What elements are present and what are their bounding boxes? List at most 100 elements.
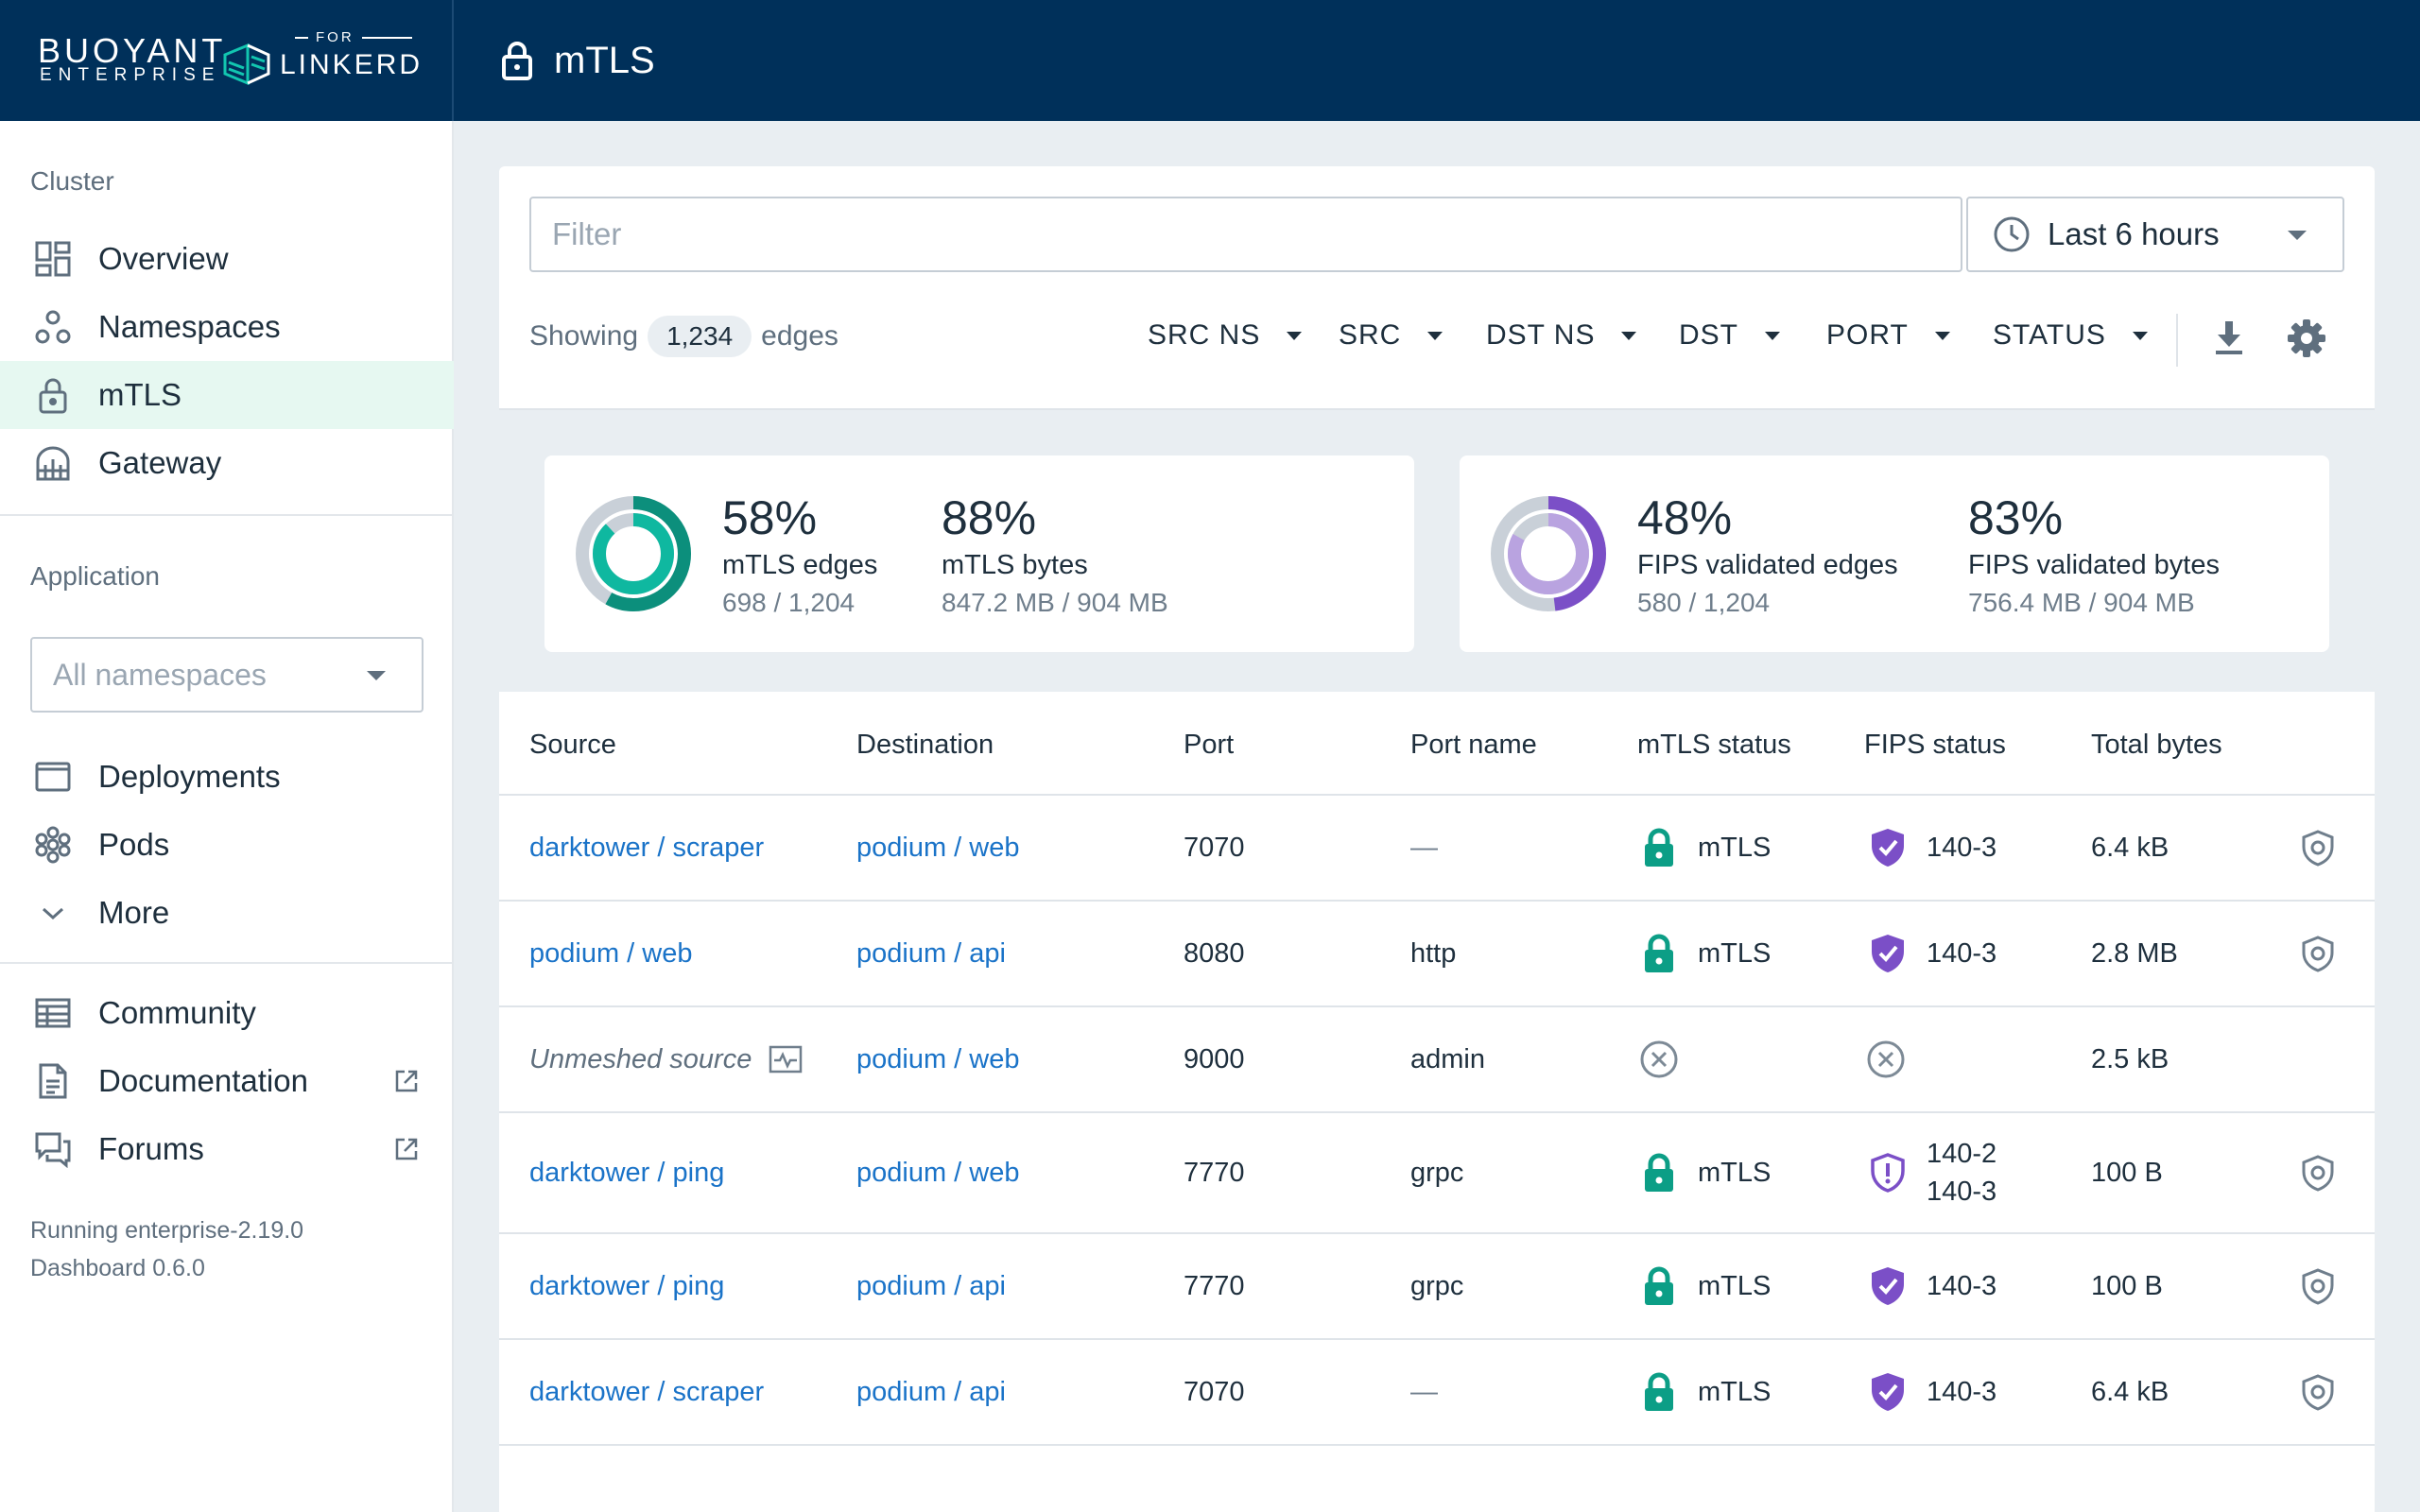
time-range-select[interactable]: Last 6 hours (1966, 197, 2344, 272)
policy-shield-icon[interactable] (2301, 1373, 2335, 1411)
total-bytes-value: 100 B (2091, 1270, 2163, 1301)
filter-input[interactable] (529, 197, 1962, 272)
sidebar-item-forums[interactable]: Forums (0, 1115, 454, 1183)
filter-src[interactable]: SRC (1339, 319, 1443, 352)
time-range-value: Last 6 hours (2048, 216, 2220, 251)
logo[interactable]: BUOYANT ENTERPRISE FOR LINKERD (0, 0, 454, 121)
port-name-value: — (1410, 832, 1438, 863)
sidebar-item-documentation[interactable]: Documentation (0, 1047, 454, 1115)
fips-donut-chart (1490, 495, 1607, 612)
fips-edges-stat: 48% FIPS validated edges 580 / 1,204 (1637, 490, 1898, 622)
port-value: 7770 (1184, 1270, 1245, 1301)
forum-icon (34, 1130, 72, 1168)
sidebar-item-gateway[interactable]: Gateway (0, 429, 454, 497)
sidebar-item-deployments[interactable]: Deployments (0, 743, 454, 811)
mtls-edges-detail: 698 / 1,204 (722, 588, 856, 617)
logo-linkerd-text: LINKERD (280, 49, 424, 80)
table-row[interactable]: darktower / ping podium / api 7770 grpc … (499, 1234, 2375, 1340)
fips-edges-percent: 48% (1637, 491, 1733, 544)
sidebar-divider (0, 962, 454, 964)
lock-icon (1643, 934, 1675, 973)
filter-status[interactable]: STATUS (1993, 319, 2148, 352)
sidebar-item-overview[interactable]: Overview (0, 225, 454, 293)
lock-icon (1643, 828, 1675, 868)
table-row[interactable]: Unmeshed source podium / web 9000 admin … (499, 1007, 2375, 1113)
table-row[interactable]: darktower / ping podium / web 7770 grpc … (499, 1113, 2375, 1234)
sidebar-item-pods[interactable]: Pods (0, 811, 454, 879)
fips-edges-ring (1491, 496, 1606, 611)
destination-link[interactable]: podium / web (856, 832, 1020, 863)
document-icon (34, 1062, 72, 1100)
table-row[interactable]: darktower / scraper podium / web 7070 — … (499, 796, 2375, 902)
port-value: 9000 (1184, 1043, 1245, 1074)
total-bytes-value: 6.4 kB (2091, 1376, 2169, 1407)
sidebar: Cluster Overview Namespaces mTLS Gateway… (0, 121, 454, 1512)
column-header-fips-status[interactable]: FIPS status (1864, 730, 2006, 760)
filter-label: SRC NS (1148, 319, 1261, 351)
caret-down-icon (1934, 331, 1950, 340)
destination-link[interactable]: podium / api (856, 1376, 1006, 1407)
sidebar-item-label: mTLS (98, 377, 182, 412)
fips-bytes-stat: 83% FIPS validated bytes 756.4 MB / 904 … (1968, 490, 2220, 622)
column-header-source[interactable]: Source (529, 730, 616, 760)
namespace-select-value: All namespaces (53, 658, 267, 692)
source-link[interactable]: darktower / scraper (529, 832, 765, 863)
linkerd-logo-icon (223, 42, 270, 85)
shield-alert-icon (1870, 1152, 1906, 1194)
column-header-total-bytes[interactable]: Total bytes (2091, 730, 2222, 760)
fips-summary-card: 48% FIPS validated edges 580 / 1,204 83%… (1460, 455, 2329, 652)
namespace-select[interactable]: All namespaces (30, 637, 424, 713)
column-header-destination[interactable]: Destination (856, 730, 994, 760)
sidebar-item-namespaces[interactable]: Namespaces (0, 293, 454, 361)
total-bytes-value: 100 B (2091, 1157, 2163, 1188)
showing-label: Showing (529, 320, 639, 352)
mtls-bytes-detail: 847.2 MB / 904 MB (942, 588, 1168, 617)
caret-down-icon (1621, 331, 1637, 340)
filter-dst[interactable]: DST (1679, 319, 1780, 352)
table-header: Source Destination Port Port name mTLS s… (499, 692, 2375, 796)
x-circle-icon (1639, 1040, 1679, 1079)
column-header-port[interactable]: Port (1184, 730, 1235, 760)
destination-link[interactable]: podium / api (856, 937, 1006, 969)
fips-bytes-label: FIPS validated bytes (1968, 550, 2220, 580)
sidebar-item-community[interactable]: Community (0, 979, 454, 1047)
caret-down-icon (2132, 331, 2148, 340)
sidebar-item-more[interactable]: More (0, 879, 454, 947)
sidebar-item-label: Deployments (98, 759, 281, 794)
settings-button[interactable] (2286, 318, 2327, 359)
window-icon (34, 758, 72, 796)
column-header-port-name[interactable]: Port name (1410, 730, 1537, 760)
destination-link[interactable]: podium / web (856, 1043, 1020, 1074)
external-link-icon (393, 1068, 420, 1094)
filter-port[interactable]: PORT (1826, 319, 1950, 352)
cluster-section-label: Cluster (30, 166, 114, 196)
summary-section: 58% mTLS edges 698 / 1,204 88% mTLS byte… (499, 408, 2375, 692)
destination-link[interactable]: podium / web (856, 1157, 1020, 1188)
policy-shield-icon[interactable] (2301, 829, 2335, 867)
filter-dst-ns[interactable]: DST NS (1486, 319, 1637, 352)
shield-check-icon (1870, 827, 1906, 868)
download-icon (2212, 319, 2246, 357)
mtls-bytes-ring (593, 513, 674, 594)
port-name-value: http (1410, 937, 1457, 969)
source-link[interactable]: podium / web (529, 937, 693, 969)
table-row[interactable]: darktower / scraper podium / api 7070 — … (499, 1340, 2375, 1446)
source-link[interactable]: darktower / ping (529, 1157, 725, 1188)
mtls-edges-percent: 58% (722, 491, 818, 544)
destination-link[interactable]: podium / api (856, 1270, 1006, 1301)
sidebar-item-label: Overview (98, 241, 229, 276)
grid-icon (34, 240, 72, 278)
source-link[interactable]: darktower / scraper (529, 1376, 765, 1407)
logo-buoyant-text: BUOYANT (38, 31, 227, 70)
top-bar: BUOYANT ENTERPRISE FOR LINKERD mTLS (0, 0, 2420, 121)
policy-shield-icon[interactable] (2301, 1154, 2335, 1192)
table-row[interactable]: podium / web podium / api 8080 http mTLS… (499, 902, 2375, 1007)
port-value: 7070 (1184, 832, 1245, 863)
policy-shield-icon[interactable] (2301, 935, 2335, 972)
download-button[interactable] (2212, 319, 2246, 357)
source-link[interactable]: darktower / ping (529, 1270, 725, 1301)
policy-shield-icon[interactable] (2301, 1267, 2335, 1305)
column-header-mtls-status[interactable]: mTLS status (1637, 730, 1791, 760)
filter-src-ns[interactable]: SRC NS (1148, 319, 1303, 352)
sidebar-item-mtls[interactable]: mTLS (0, 361, 454, 429)
